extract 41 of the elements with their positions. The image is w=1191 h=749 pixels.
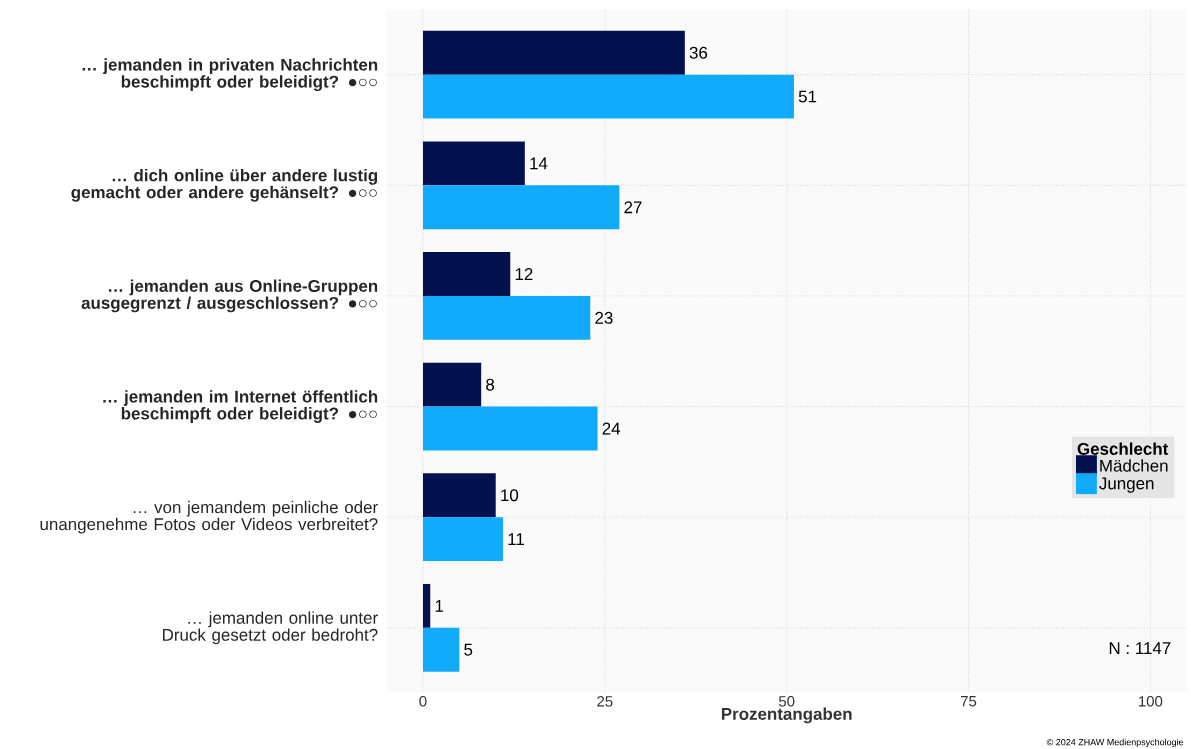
bar [422,362,482,407]
bar [422,406,598,451]
y-tick-label: … jemanden aus Online-Gruppen ausgegrenzt / ausgeschlossen? ●○○ [81,279,378,313]
x-tick-label: 100 [1139,695,1163,707]
y-tick-label: … von jemandem peinliche oder unangenehme Fotos oder Videos verbreitet? [40,500,378,534]
data-label: 23 [595,311,613,324]
legend-label: Jungen [1099,477,1154,493]
bar [422,583,431,628]
bar [422,295,591,340]
data-label: 24 [602,422,621,435]
x-tick-label: 75 [960,695,977,707]
y-tick-label: … jemanden in privaten Nachrichten beschimpft oder beleidigt? ●○○ [82,58,378,91]
data-label: 5 [464,643,473,656]
data-label: 14 [530,157,548,170]
data-label: 12 [515,267,533,280]
bar [422,185,620,229]
bar [422,141,525,186]
data-label: 51 [798,90,817,103]
bar [422,517,503,561]
bar [422,473,496,518]
data-label: 27 [624,201,642,213]
x-axis-title: Prozentangaben [721,707,852,724]
bar [422,627,460,672]
data-label: 11 [508,533,524,545]
y-tick-label: … jemanden im Internet öffentlich beschimpft oder beleidigt? ●○○ [103,390,378,423]
y-tick-label: … jemanden online unter Druck gesetzt oder bedroht? [163,611,378,645]
annotation: N : 1147 [1109,642,1171,654]
text: © 2024 ZHAW Medienpsychologie [1046,738,1184,747]
data-label: 10 [501,489,519,502]
legend-title: Geschlecht [1077,442,1169,455]
x-tick-label: 50 [778,695,795,707]
x-tick-label: 0 [419,695,427,707]
data-label: 1 [435,599,444,612]
legend-label: Mädchen [1100,459,1168,472]
bar [422,251,511,296]
data-label: 8 [486,378,495,391]
x-tick-label: 25 [597,695,613,707]
data-label: 36 [689,46,708,59]
bar [422,30,685,75]
y-tick-label: … dich online über andere lustig gemacht oder andere gehänselt? ●○○ [71,168,378,202]
bar [422,74,794,119]
